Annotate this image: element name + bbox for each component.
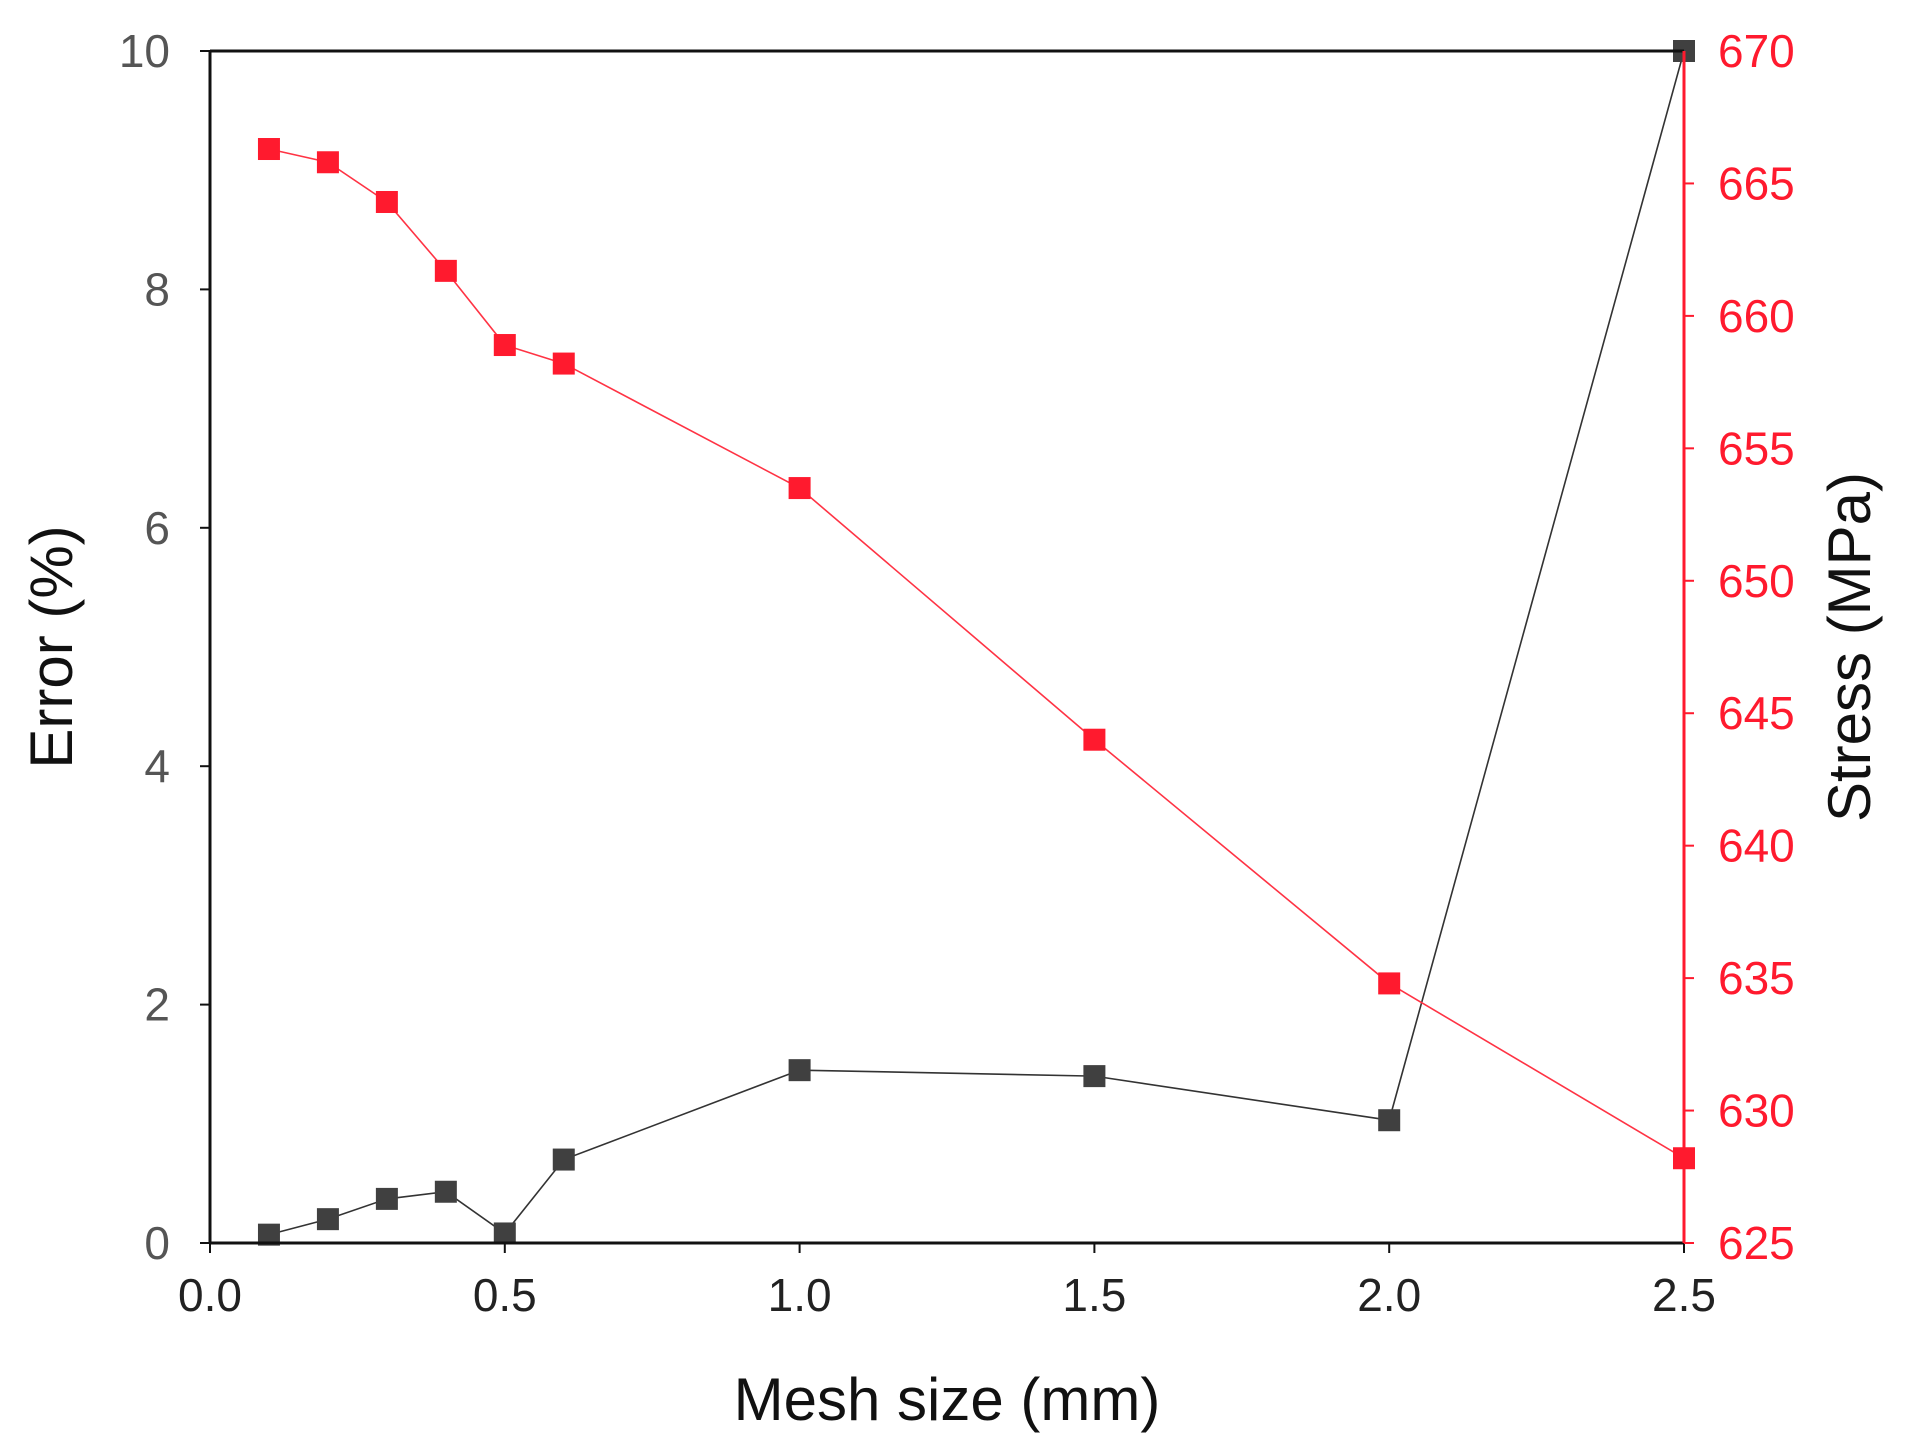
stress-point <box>1083 728 1106 751</box>
y-right-tick-label: 625 <box>1718 1217 1795 1269</box>
y-right-tick-label: 630 <box>1718 1085 1795 1137</box>
y-right-tick-label: 665 <box>1718 157 1795 209</box>
y-left-tick-label: 8 <box>144 263 170 315</box>
error-point <box>1083 1065 1106 1088</box>
y-left-tick-label: 2 <box>144 979 170 1031</box>
error-series-line <box>268 50 1685 1236</box>
x-tick-label: 1.0 <box>768 1269 832 1321</box>
y-right-tick-label: 655 <box>1718 422 1795 474</box>
x-tick-label: 2.5 <box>1652 1269 1716 1321</box>
x-tick-label: 0.0 <box>178 1269 242 1321</box>
stress-point <box>1378 972 1401 995</box>
y-right-tick-label: 645 <box>1718 687 1795 739</box>
y-left-tick-label: 4 <box>144 740 170 792</box>
stress-point <box>788 477 811 500</box>
x-tick-label: 2.0 <box>1357 1269 1421 1321</box>
stress-series-line <box>268 148 1685 1159</box>
stress-point <box>552 352 575 375</box>
stress-point <box>257 138 280 161</box>
error-point <box>316 1208 339 1231</box>
y-right-tick-label: 650 <box>1718 555 1795 607</box>
y-right-tick-label: 670 <box>1718 25 1795 77</box>
y-left-tick-label: 0 <box>144 1217 170 1269</box>
x-tick-label: 1.5 <box>1062 1269 1126 1321</box>
error-point <box>375 1187 398 1210</box>
y-right-tick-label: 635 <box>1718 952 1795 1004</box>
x-tick-label: 0.5 <box>473 1269 537 1321</box>
x-axis-label: Mesh size (mm) <box>734 1366 1161 1433</box>
y-right-tick-label: 660 <box>1718 290 1795 342</box>
error-point <box>788 1059 811 1082</box>
stress-point <box>493 334 516 357</box>
error-point <box>257 1223 280 1246</box>
error-point <box>1378 1109 1401 1132</box>
y-left-axis-label: Error (%) <box>18 525 85 768</box>
y-left-tick-label: 10 <box>119 25 170 77</box>
stress-point <box>375 190 398 213</box>
ticks-layer: 0.0 0.5 1.0 1.5 2.0 2.5 0 2 4 6 8 10 625 630 635 640 645… <box>119 25 1795 1321</box>
y-left-tick-label: 6 <box>144 502 170 554</box>
error-point <box>434 1180 457 1203</box>
y-right-tick-label: 640 <box>1718 820 1795 872</box>
series-layer <box>257 40 1695 1246</box>
error-point <box>552 1148 575 1171</box>
error-point <box>493 1222 516 1245</box>
y-right-axis-label: Stress (MPa) <box>1816 472 1883 822</box>
stress-point <box>434 259 457 282</box>
axes-layer <box>208 49 1686 1245</box>
stress-point <box>316 151 339 174</box>
